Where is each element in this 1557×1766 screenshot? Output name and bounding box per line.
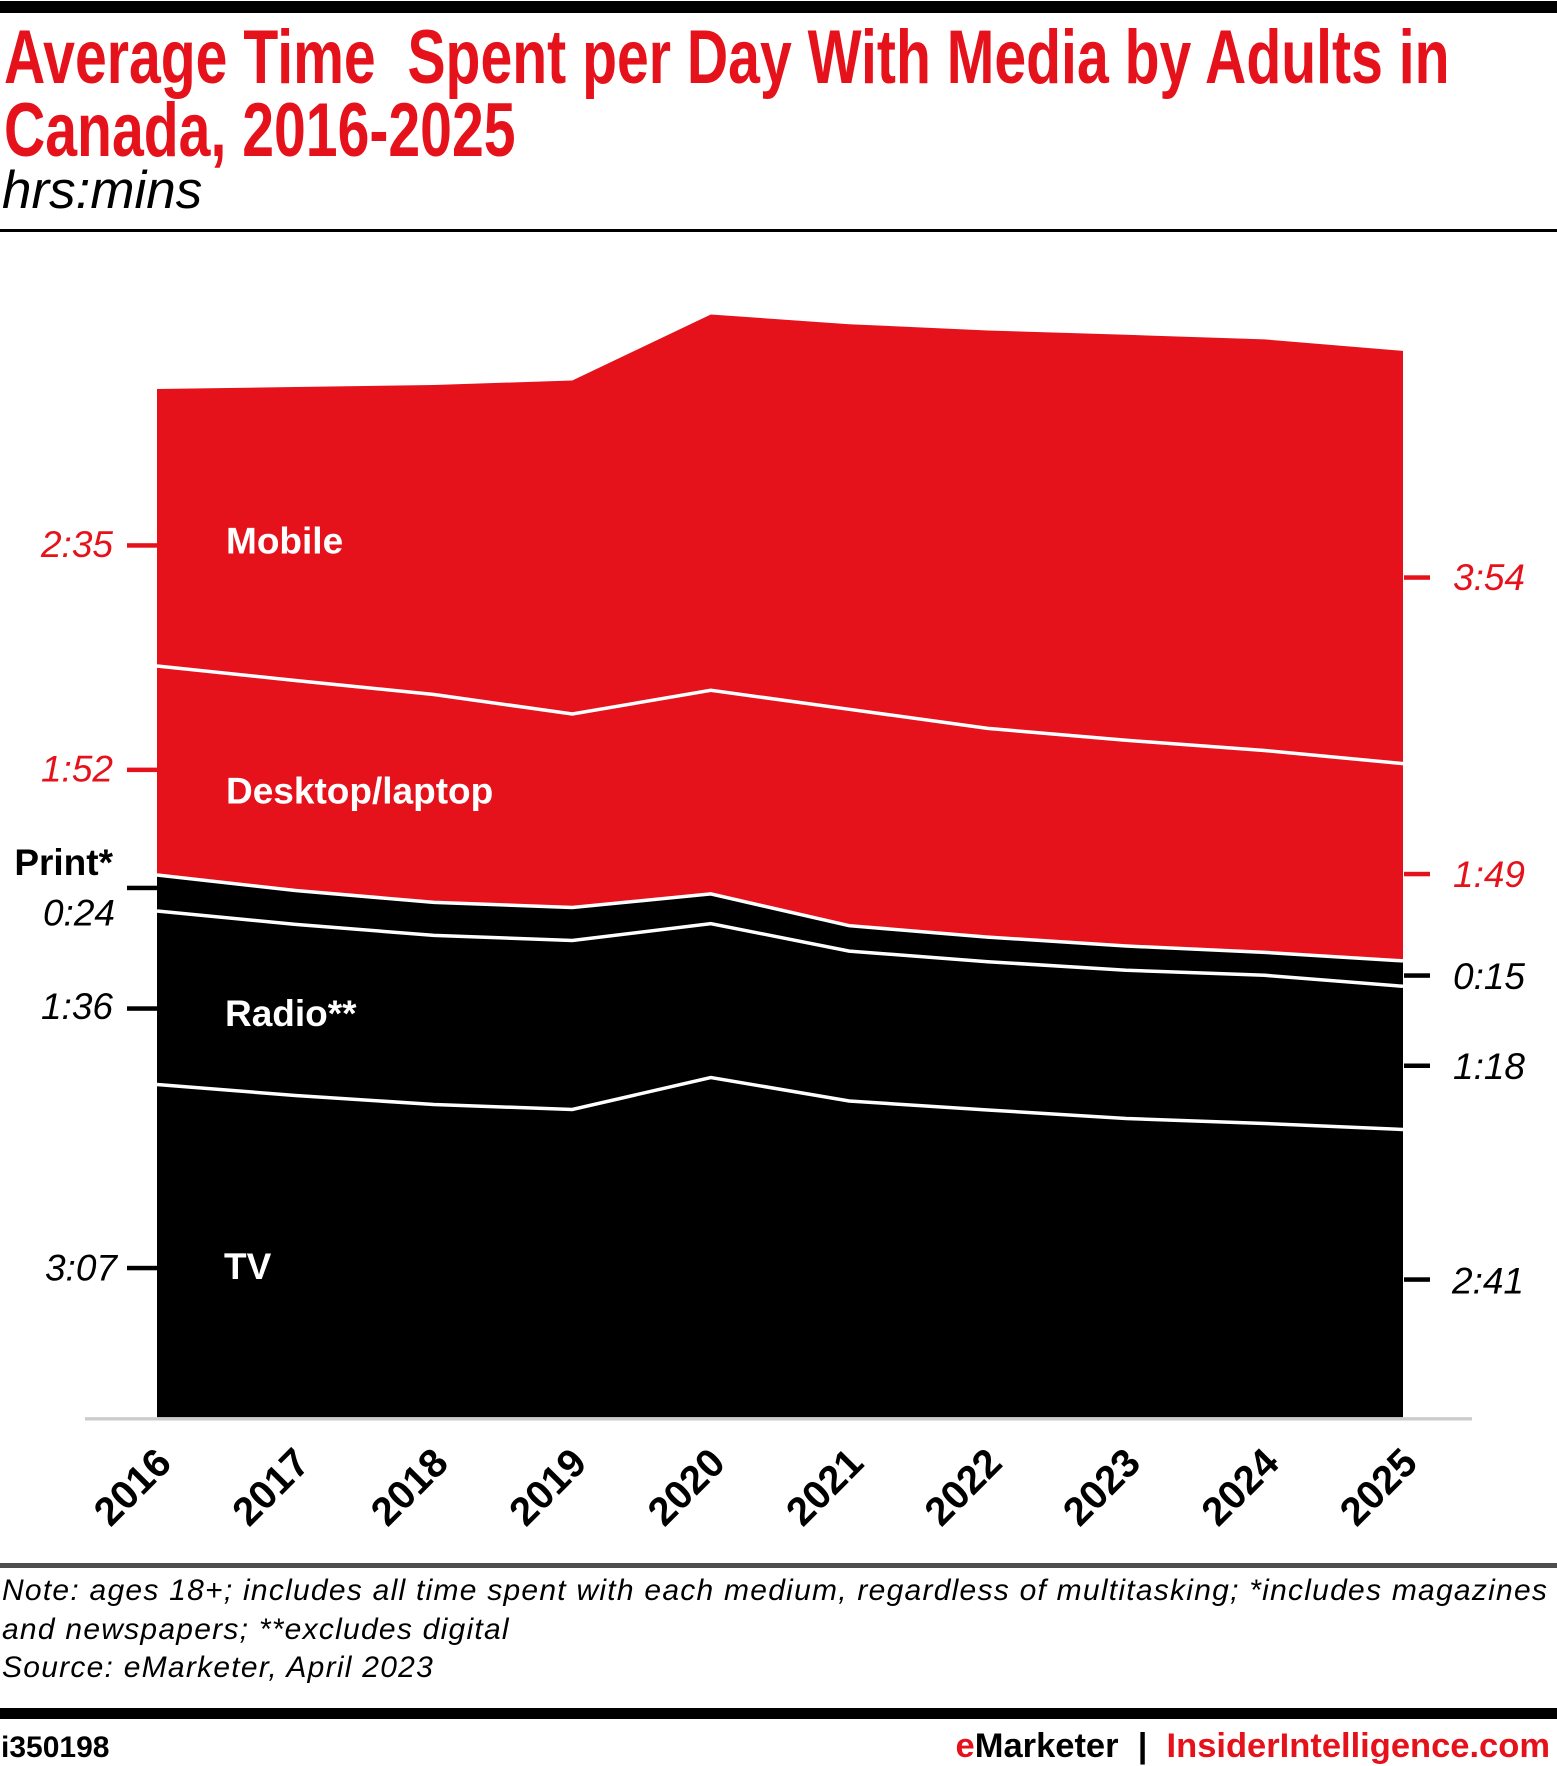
svg-text:1:18: 1:18 — [1453, 1046, 1525, 1087]
svg-text:Desktop/laptop: Desktop/laptop — [226, 771, 493, 812]
svg-text:2019: 2019 — [501, 1440, 595, 1534]
svg-text:2024: 2024 — [1193, 1440, 1288, 1535]
svg-text:1:36: 1:36 — [41, 986, 113, 1027]
svg-text:3:07: 3:07 — [45, 1248, 118, 1289]
svg-text:TV: TV — [224, 1246, 272, 1287]
svg-text:2018: 2018 — [363, 1440, 457, 1534]
svg-text:0:24: 0:24 — [43, 893, 115, 934]
svg-text:Mobile: Mobile — [226, 521, 343, 562]
svg-text:2016: 2016 — [86, 1440, 180, 1534]
svg-text:2023: 2023 — [1055, 1440, 1149, 1534]
svg-text:2020: 2020 — [640, 1440, 734, 1534]
svg-text:Radio**: Radio** — [225, 993, 357, 1034]
svg-text:2:41: 2:41 — [1451, 1261, 1524, 1302]
svg-text:2021: 2021 — [778, 1440, 872, 1534]
svg-text:1:52: 1:52 — [41, 748, 113, 789]
svg-text:2017: 2017 — [224, 1440, 318, 1534]
svg-text:2:35: 2:35 — [40, 524, 113, 565]
svg-text:3:54: 3:54 — [1453, 557, 1525, 598]
svg-text:Print*: Print* — [14, 842, 113, 883]
svg-text:2022: 2022 — [916, 1440, 1010, 1534]
svg-text:2025: 2025 — [1332, 1440, 1426, 1534]
svg-text:0:15: 0:15 — [1453, 956, 1525, 997]
svg-text:1:49: 1:49 — [1453, 854, 1525, 895]
